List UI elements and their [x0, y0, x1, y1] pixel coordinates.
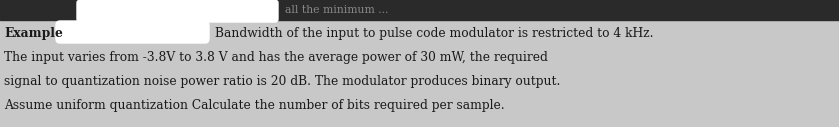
Text: Bandwidth of the input to pulse code modulator is restricted to 4 kHz.: Bandwidth of the input to pulse code mod… — [215, 28, 654, 41]
FancyBboxPatch shape — [56, 21, 209, 43]
Bar — [0, 0, 839, 20]
FancyBboxPatch shape — [77, 0, 278, 22]
Text: The input varies from -3.8V to 3.8 V and has the average power of 30 mW, the req: The input varies from -3.8V to 3.8 V and… — [4, 52, 548, 65]
Text: Example: Example — [4, 28, 63, 41]
Text: all the minimum ...: all the minimum ... — [285, 5, 388, 15]
Text: Assume uniform quantization Calculate the number of bits required per sample.: Assume uniform quantization Calculate th… — [4, 99, 504, 112]
Text: signal to quantization noise power ratio is 20 dB. The modulator produces binary: signal to quantization noise power ratio… — [4, 75, 560, 88]
